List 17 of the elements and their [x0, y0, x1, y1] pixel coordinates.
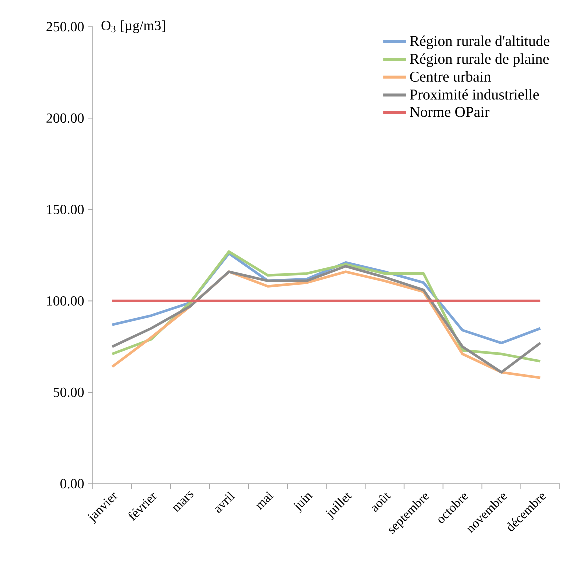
y-tick-label: 250.00	[46, 22, 84, 32]
x-tick-label: juin	[294, 494, 313, 514]
x-tick-label: août	[372, 493, 392, 512]
y-tick-label: 200.00	[46, 114, 84, 124]
x-tick-label: mars	[172, 491, 194, 513]
legend-label: Région rurale d'altitude	[410, 36, 550, 50]
y-axis-title: O$_{3}$ [µg/m3]	[102, 20, 166, 34]
legend-label: Norme OPair	[410, 107, 490, 118]
x-tick-label: avril	[215, 492, 236, 513]
y-tick-label: 100.00	[47, 296, 84, 306]
legend-label: Proximité industrielle	[410, 89, 540, 100]
legend-label: Région rurale de plaine	[410, 54, 550, 68]
y-tick-label: 150.00	[47, 205, 84, 215]
y-tick-label: 50.00	[54, 388, 84, 398]
x-tick-label: mai	[256, 492, 274, 510]
y-tick-label: 0.00	[60, 479, 84, 489]
legend-label: Centre urbain	[410, 71, 492, 82]
